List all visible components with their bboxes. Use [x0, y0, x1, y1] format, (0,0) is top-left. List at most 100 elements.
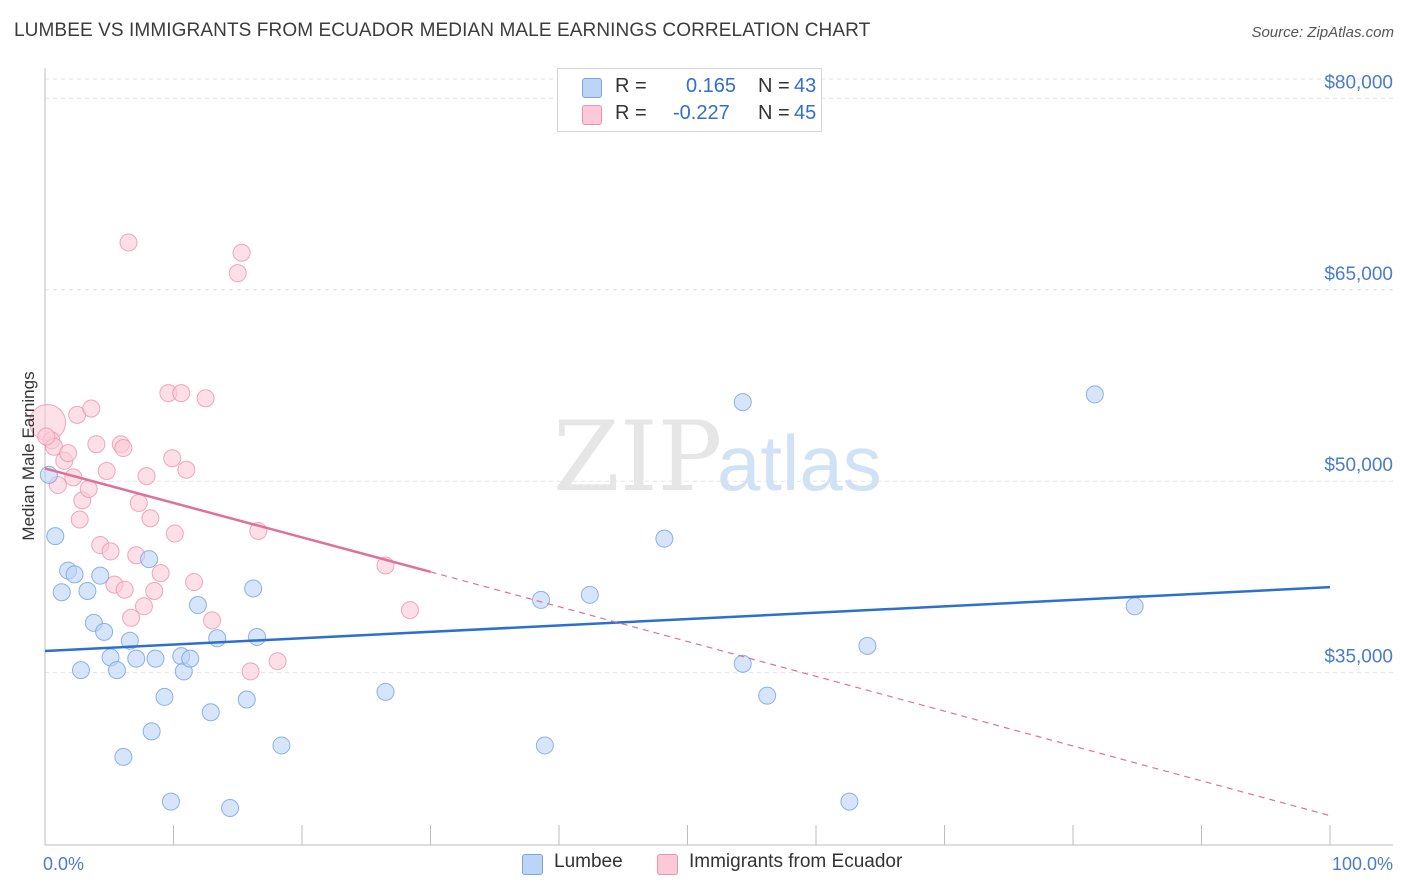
lumbee-point [91, 566, 110, 585]
lumbee-point [376, 682, 395, 701]
lumbee-point [65, 565, 84, 584]
lumbee-point [161, 792, 180, 811]
correlation-legend: R = 0.165 N = 43 R = -0.227 N = 45 [557, 68, 822, 132]
ecuador-swatch [657, 854, 678, 875]
lumbee-point [580, 585, 599, 604]
lumbee-point [46, 527, 65, 546]
ecuador-point [228, 264, 247, 283]
ecuador-point [129, 493, 148, 512]
y-axis-label: Median Male Earnings [19, 371, 38, 540]
lumbee-point [272, 736, 291, 755]
legend-n-label: N = [758, 75, 790, 97]
lumbee-point [114, 747, 133, 766]
x-tick-label-max: 100.0% [1332, 854, 1393, 874]
ecuador-point [101, 542, 120, 561]
lumbee-point [201, 703, 220, 722]
lumbee-point [181, 649, 200, 668]
bottom-legend-label: Immigrants from Ecuador [689, 851, 903, 872]
legend-n-value: 45 [794, 102, 817, 124]
ecuador-point [82, 399, 101, 418]
lumbee-point [78, 581, 97, 600]
ecuador-point [145, 581, 164, 600]
ecuador-point [87, 435, 106, 454]
watermark-zip: ZIP [553, 401, 722, 513]
ecuador-point [70, 510, 89, 529]
ecuador-point [134, 597, 153, 616]
lumbee-point [155, 687, 174, 706]
lumbee-point [733, 393, 752, 412]
ecuador-swatch [582, 105, 602, 125]
lumbee-point [188, 596, 207, 615]
legend-n-value: 43 [794, 75, 817, 97]
lumbee-point [733, 654, 752, 673]
lumbee-swatch [582, 78, 602, 98]
lumbee-point [146, 649, 165, 668]
ecuador-point [115, 580, 134, 599]
y-tick-label: $65,000 [1324, 264, 1393, 285]
ecuador-point [37, 427, 56, 446]
watermark: ZIP atlas [553, 401, 882, 513]
legend-n-label: N = [758, 102, 790, 124]
ecuador-point [119, 233, 138, 252]
x-tick-label-min: 0.0% [43, 854, 84, 874]
ecuador-point [232, 243, 251, 262]
legend-r-label: R = [615, 75, 647, 97]
y-tick-labels: $35,000 $50,000 $65,000 $80,000 [1324, 72, 1393, 667]
ecuador-point [163, 449, 182, 468]
ecuador-point [151, 564, 170, 583]
ecuador-point [268, 652, 287, 671]
ecuador-point [141, 509, 160, 528]
lumbee-point [140, 550, 159, 569]
ecuador-point [137, 467, 156, 486]
ecuador-point [114, 439, 133, 458]
bottom-legend-label: Lumbee [554, 851, 623, 872]
lumbee-point [655, 529, 674, 548]
ecuador-point [196, 389, 215, 408]
y-tick-label: $50,000 [1324, 455, 1393, 476]
lumbee-point [221, 798, 240, 817]
ecuador-point [185, 573, 204, 592]
ecuador-trend-extension [430, 571, 1331, 817]
lumbee-swatch [522, 854, 543, 875]
ecuador-point [165, 524, 184, 543]
lumbee-point [52, 583, 71, 602]
lumbee-point [237, 690, 256, 709]
ecuador-point [59, 444, 78, 463]
lumbee-point [1125, 597, 1144, 616]
lumbee-point [244, 579, 263, 598]
lumbee-point [858, 636, 877, 655]
ecuador-point [177, 460, 196, 479]
axes [44, 68, 1393, 846]
y-tick-label: $80,000 [1324, 72, 1393, 93]
lumbee-point [1085, 385, 1104, 404]
ecuador-point [97, 462, 116, 481]
ecuador-points [29, 233, 419, 681]
ecuador-point [122, 608, 141, 627]
lumbee-point [95, 622, 114, 641]
ecuador-point [241, 662, 260, 681]
chart-title: LUMBEE VS IMMIGRANTS FROM ECUADOR MEDIAN… [14, 20, 871, 41]
legend-r-label: R = [615, 102, 647, 124]
watermark-atlas: atlas [717, 419, 882, 507]
lumbee-point [532, 590, 551, 609]
ecuador-trend-line [44, 467, 431, 574]
lumbee-point [248, 627, 267, 646]
y-tick-label: $35,000 [1324, 647, 1393, 668]
lumbee-point [120, 631, 139, 650]
lumbee-point [107, 661, 126, 680]
lumbee-point [840, 792, 859, 811]
lumbee-point [208, 629, 227, 648]
source-note: Source: ZipAtlas.com [1251, 24, 1394, 41]
lumbee-point [535, 736, 554, 755]
lumbee-point [142, 722, 161, 741]
trend-lines [44, 467, 1331, 817]
lumbee-trend-line [44, 585, 1331, 653]
lumbee-point [127, 649, 146, 668]
legend-r-value: -0.227 [673, 102, 730, 124]
legend-r-value: 0.165 [686, 75, 737, 97]
lumbee-point [758, 686, 777, 705]
ecuador-point [172, 384, 191, 403]
ecuador-point [203, 611, 222, 630]
ecuador-point [400, 601, 419, 620]
